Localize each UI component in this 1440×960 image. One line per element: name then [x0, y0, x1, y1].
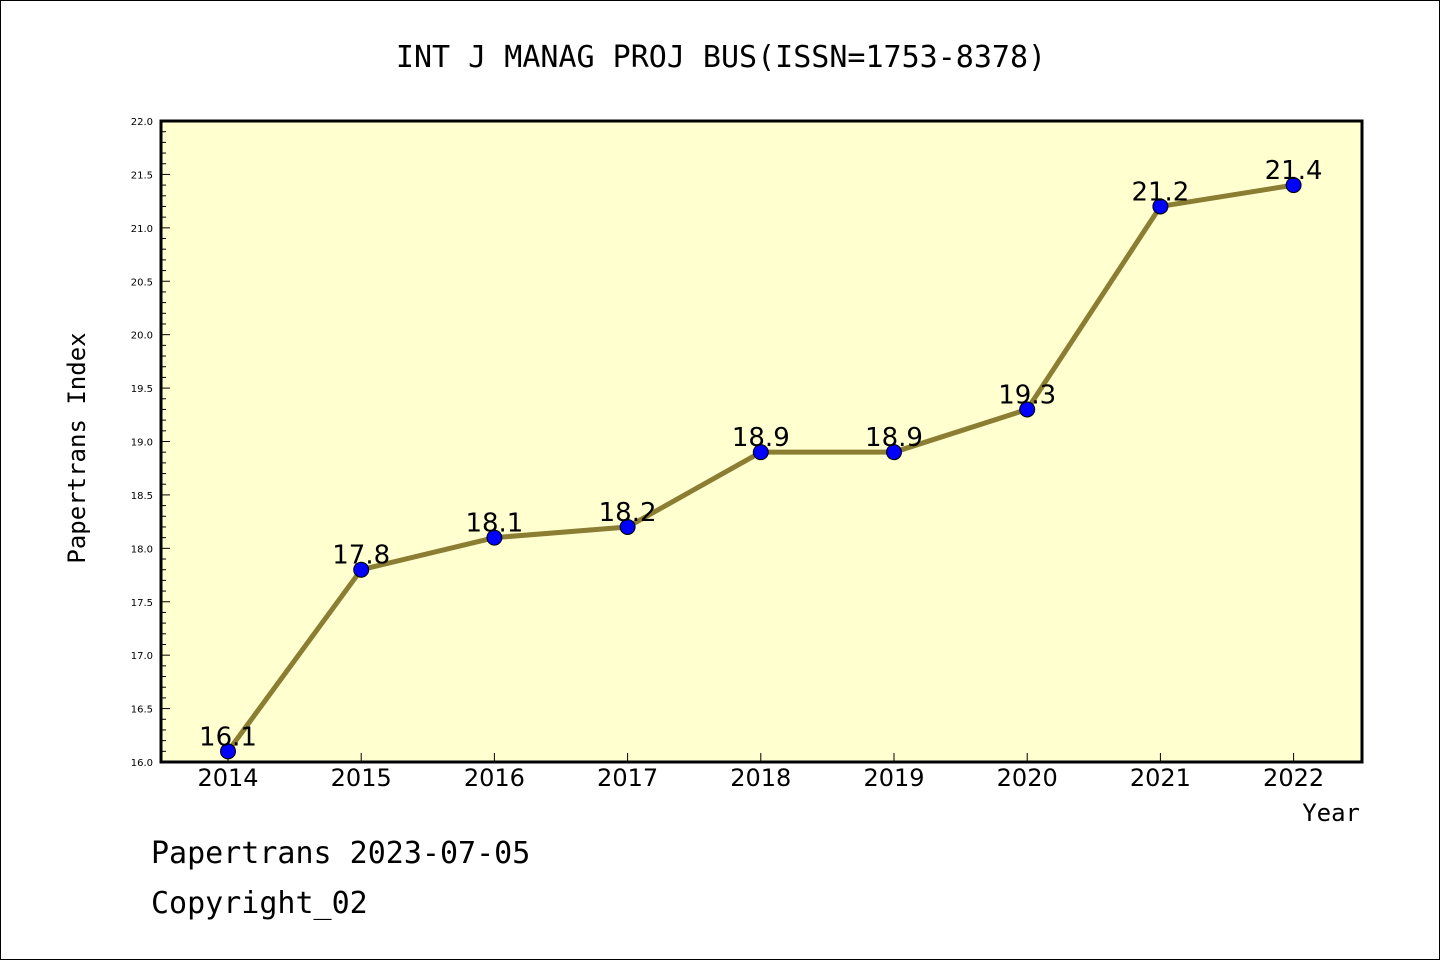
data-point: [619, 518, 636, 535]
x-tick-label: 2015: [331, 764, 392, 792]
x-axis-label: Year: [1302, 799, 1360, 827]
y-tick-label: 17.5: [131, 598, 153, 609]
y-tick-label: 20.0: [131, 331, 153, 342]
data-label: 16.1: [199, 722, 257, 752]
y-tick-label: 18.0: [131, 544, 153, 555]
x-axis: 2014 2015 2016 2017 2018 2019 2020 2021 2022: [197, 753, 1324, 792]
plot-frame: [159, 119, 1364, 764]
x-tick-label: 2017: [597, 764, 658, 792]
x-tick-label: 2020: [997, 764, 1058, 792]
data-label: 18.9: [865, 423, 923, 453]
data-point: [886, 444, 902, 461]
y-tick-label: 21.0: [131, 224, 153, 235]
data-label: 19.3: [998, 380, 1056, 410]
y-tick-label: 17.0: [131, 651, 153, 662]
data-point: [353, 561, 370, 578]
y-axis-label: Papertrans Index: [63, 332, 91, 563]
x-tick-label: 2021: [1130, 764, 1191, 792]
data-point: [1285, 177, 1302, 194]
footer-date: Papertrans 2023-07-05: [151, 836, 531, 871]
data-label: 21.4: [1265, 156, 1323, 186]
x-tick-label: 2014: [197, 764, 258, 792]
footer-copyright: Copyright_02: [151, 886, 368, 921]
plot-area: [161, 121, 1362, 762]
y-tick-label: 19.5: [131, 384, 153, 395]
marker-group: [220, 177, 1302, 760]
data-label: 18.1: [465, 509, 523, 539]
chart-title: INT J MANAG PROJ BUS(ISSN=1753-8378): [396, 40, 1046, 75]
data-point: [220, 743, 236, 760]
x-tick-label: 2022: [1263, 764, 1324, 792]
y-axis: 16.0 16.5 17.0 17.5 18.0 18.5 19.0 19.5 20.0 20.5…: [131, 117, 170, 769]
x-tick-label: 2016: [464, 764, 525, 792]
y-tick-label: 18.5: [131, 491, 153, 502]
data-label: 18.2: [599, 498, 657, 528]
y-tick-label: 16.5: [131, 705, 153, 716]
data-point: [752, 444, 769, 461]
y-tick-label: 19.0: [131, 438, 153, 449]
y-tick-label: 16.0: [131, 758, 153, 769]
x-tick-label: 2018: [730, 764, 791, 792]
y-tick-label: 22.0: [131, 117, 153, 128]
data-point: [486, 529, 503, 546]
x-tick-label: 2019: [863, 764, 924, 792]
data-label-group: 16.1 17.8 18.1 18.2 18.9 18.9 19.3 21.2 21.4: [199, 156, 1322, 752]
y-tick-label: 20.5: [131, 277, 153, 288]
data-label: 17.8: [332, 541, 390, 571]
data-label: 21.2: [1131, 177, 1189, 207]
data-point: [1019, 401, 1036, 418]
data-point: [1152, 198, 1169, 215]
data-label: 18.9: [732, 423, 790, 453]
y-tick-label: 21.5: [131, 170, 153, 181]
